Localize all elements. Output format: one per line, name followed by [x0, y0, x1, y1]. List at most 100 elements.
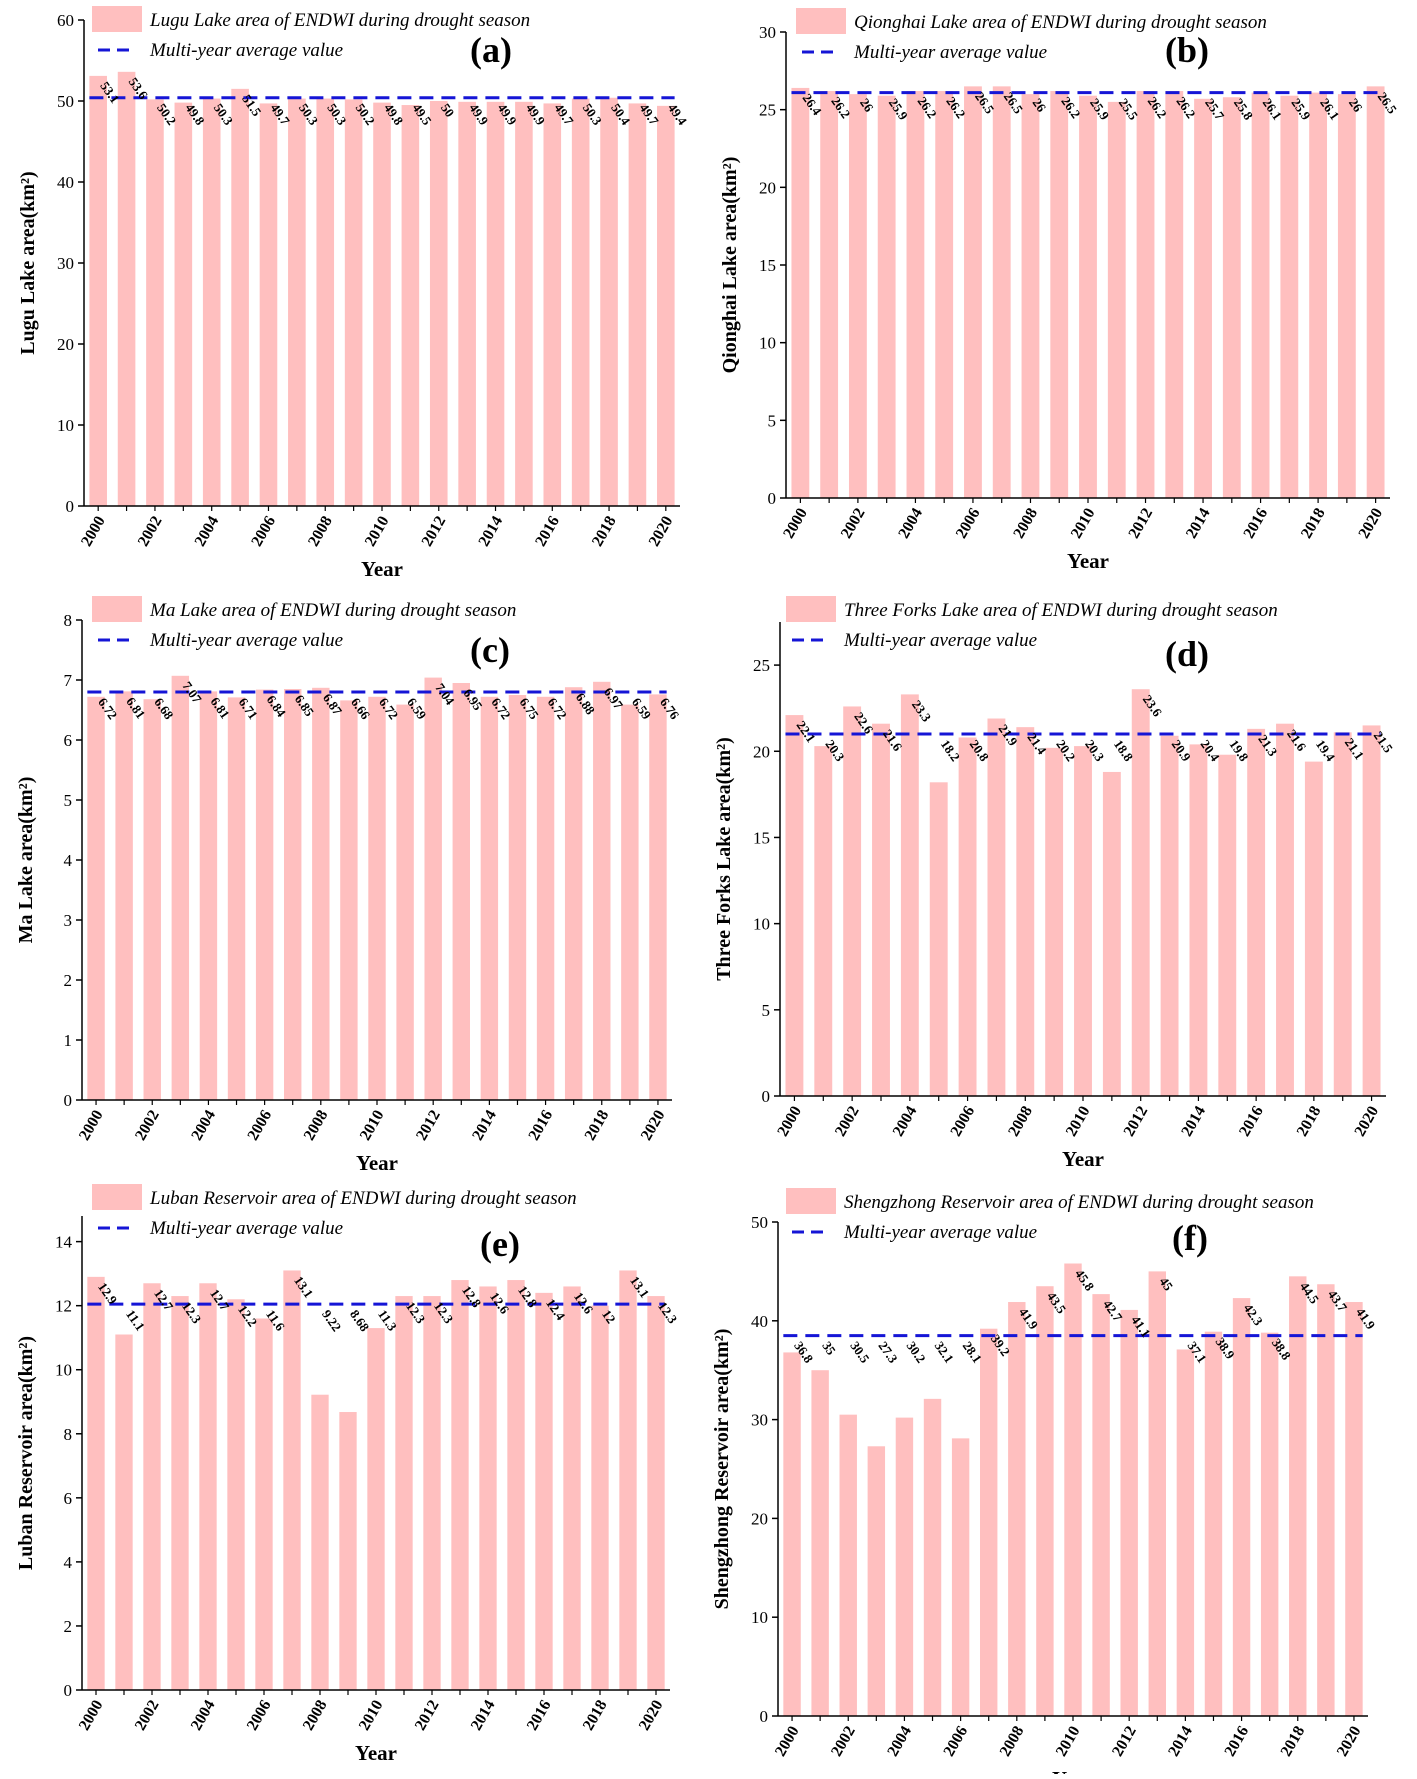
bars-f: [783, 1263, 1363, 1716]
y-tick-label-c: 5: [64, 791, 73, 810]
panel-label-d: (d): [1165, 634, 1209, 674]
bar-a-2019: [628, 103, 647, 507]
x-tick-label-b-2010: 2010: [1068, 505, 1099, 541]
x-tick-label-e-2006: 2006: [244, 1697, 275, 1733]
bar-a-2003: [174, 102, 193, 507]
bar-e-2010: [367, 1328, 385, 1690]
bar-c-2004: [199, 691, 218, 1100]
legend-swatch-icon: [92, 1184, 142, 1210]
x-tick-label-e-2008: 2008: [300, 1697, 331, 1733]
x-tick-label-a-2012: 2012: [419, 513, 450, 549]
x-axis-title-e: Year: [355, 1741, 397, 1765]
bar-d-2014: [1189, 744, 1208, 1096]
y-tick-label-a: 30: [57, 254, 74, 273]
bar-e-2006: [255, 1318, 273, 1690]
bar-a-2009: [344, 99, 363, 506]
x-tick-label-f-2018: 2018: [1278, 1723, 1309, 1759]
bars-b: [791, 86, 1385, 499]
bar-f-2012: [1120, 1309, 1138, 1716]
x-tick-label-d-2006: 2006: [947, 1103, 978, 1139]
x-tick-label-b-2014: 2014: [1183, 505, 1214, 541]
bar-e-2016: [535, 1292, 553, 1690]
legend-bar-label-e: Luban Reservoir area of ENDWI during dro…: [149, 1188, 577, 1209]
legend-line-label-b: Multi-year average value: [853, 42, 1047, 63]
bar-b-2012: [1136, 91, 1155, 498]
bar-b-2006: [964, 86, 982, 499]
bar-c-2018: [593, 681, 611, 1100]
y-tick-label-f: 30: [751, 1411, 768, 1430]
data-label-f-2003: 27.3: [875, 1338, 901, 1366]
bar-f-2020: [1345, 1302, 1363, 1716]
x-axis-title-b: Year: [1067, 549, 1109, 573]
bar-f-2018: [1289, 1276, 1307, 1716]
y-tick-label-b: 25: [759, 101, 776, 120]
x-tick-label-e-2010: 2010: [356, 1697, 387, 1733]
bar-a-2018: [600, 97, 618, 506]
x-tick-label-d-2012: 2012: [1121, 1103, 1152, 1139]
x-tick-label-d-2000: 2000: [774, 1103, 805, 1139]
bar-d-2001: [814, 746, 833, 1096]
x-tick-label-e-2014: 2014: [468, 1697, 499, 1733]
x-tick-label-f-2020: 2020: [1334, 1723, 1365, 1759]
y-tick-label-e: 8: [64, 1425, 73, 1444]
y-tick-label-a: 0: [66, 497, 75, 516]
y-axis-title-c: Ma Lake area(km²): [15, 777, 37, 944]
x-ticks-c: 2000 2002 2004 2006 2008 2010 2012 2014 2016 2018…: [76, 1100, 669, 1144]
y-tick-label-e: 4: [64, 1553, 73, 1572]
y-tick-label-a: 20: [57, 335, 74, 354]
panel-label-a: (a): [470, 30, 512, 70]
bar-d-2019: [1333, 732, 1352, 1096]
y-tick-label-e: 2: [64, 1617, 73, 1636]
x-tick-label-f-2006: 2006: [941, 1723, 972, 1759]
x-tick-label-b-2000: 2000: [780, 505, 811, 541]
bars-c: [87, 675, 667, 1100]
bar-e-2001: [115, 1334, 133, 1690]
y-ticks-e: 0 2 4 6 8 10 12 14: [55, 1233, 82, 1700]
bar-e-2002: [143, 1283, 161, 1690]
bar-c-2012: [424, 677, 442, 1100]
data-label-f-2002: 30.5: [847, 1338, 873, 1366]
x-tick-label-b-2020: 2020: [1356, 505, 1387, 541]
bar-c-2014: [480, 696, 499, 1100]
bar-e-2004: [199, 1283, 217, 1690]
x-tick-label-e-2018: 2018: [580, 1697, 611, 1733]
x-tick-label-b-2002: 2002: [838, 505, 869, 541]
bar-b-2014: [1194, 98, 1212, 498]
panel-e: 12.9 11.1 12.7 12.3 12.7 12.2 11.6 13.1 9.22 8.68…: [0, 1180, 700, 1774]
bar-d-2003: [872, 723, 890, 1096]
x-tick-label-d-2008: 2008: [1005, 1103, 1036, 1139]
y-tick-label-c: 7: [64, 671, 73, 690]
y-ticks-b: 0 5 10 15 20 25 30: [759, 23, 786, 508]
bar-e-2013: [451, 1280, 469, 1690]
bar-a-2001: [117, 71, 136, 506]
legend-a: Lugu Lake area of ENDWI during drought s…: [92, 6, 530, 61]
x-tick-label-b-2016: 2016: [1240, 505, 1271, 541]
bar-a-2007: [288, 98, 306, 506]
x-tick-label-c-2012: 2012: [413, 1107, 444, 1143]
y-axis-title-b: Qionghai Lake area(km²): [719, 157, 741, 374]
x-tick-label-e-2012: 2012: [412, 1697, 443, 1733]
y-tick-label-c: 3: [64, 911, 73, 930]
y-tick-label-d: 5: [762, 1001, 771, 1020]
x-tick-label-c-2008: 2008: [301, 1107, 332, 1143]
y-tick-label-a: 40: [57, 173, 74, 192]
bar-c-2000: [87, 696, 105, 1100]
bar-b-2017: [1280, 95, 1299, 498]
bar-a-2002: [146, 99, 164, 506]
bar-e-2019: [619, 1270, 637, 1690]
bar-b-2001: [820, 91, 839, 498]
bar-b-2005: [935, 91, 954, 498]
x-tick-label-d-2020: 2020: [1351, 1103, 1382, 1139]
panel-label-b: (b): [1165, 30, 1209, 70]
legend-bar-label-f: Shengzhong Reservoir area of ENDWI durin…: [844, 1192, 1314, 1213]
data-label-f-2004: 30.2: [904, 1338, 929, 1365]
legend-swatch-icon: [786, 596, 836, 622]
x-tick-label-a-2016: 2016: [532, 513, 563, 549]
y-axis-title-a: Lugu Lake area(km²): [17, 171, 39, 354]
bar-b-2002: [848, 94, 867, 498]
x-tick-label-f-2014: 2014: [1165, 1723, 1196, 1759]
bar-f-2005: [923, 1398, 942, 1716]
bar-e-2015: [507, 1280, 525, 1690]
x-tick-label-a-2008: 2008: [305, 513, 336, 549]
bar-a-2017: [571, 98, 590, 506]
